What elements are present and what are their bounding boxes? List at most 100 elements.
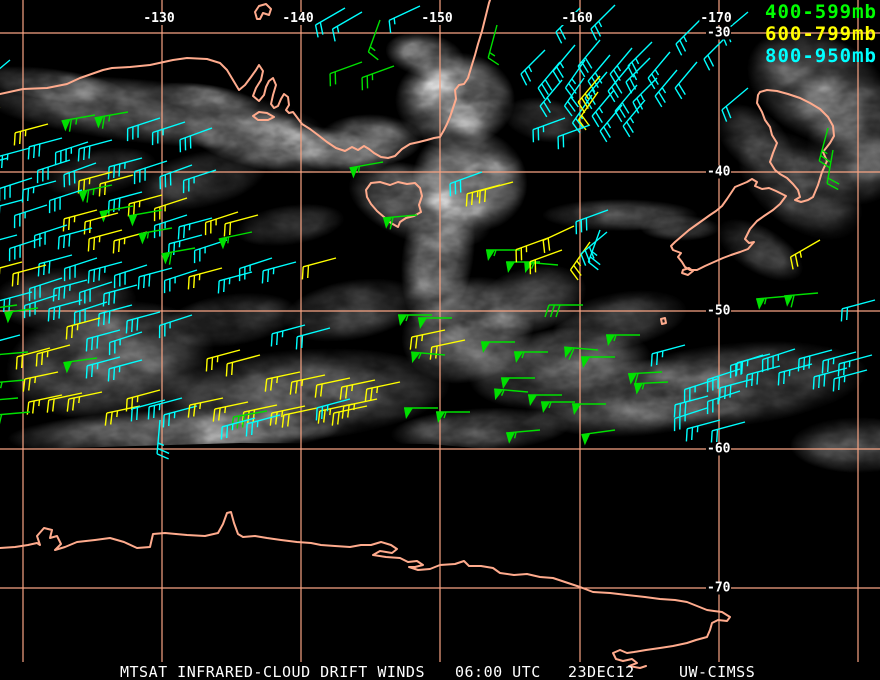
cloud-blob: [552, 290, 688, 350]
wind-barb-c: [314, 7, 346, 38]
wind-barb-c: [179, 127, 213, 153]
wind-barb-c: [8, 237, 43, 262]
wind-barb-g: [581, 429, 616, 446]
wind-barb-g: [63, 357, 98, 374]
wind-barb-y: [281, 407, 318, 428]
wind-barb-c: [245, 414, 281, 437]
wind-barb-y: [87, 229, 123, 252]
wind-barb-y: [66, 391, 103, 412]
wind-barb-c: [539, 79, 563, 118]
wind-barb-c: [159, 164, 193, 190]
wind-barb-g: [404, 407, 438, 419]
wind-barb-y: [15, 347, 51, 370]
wind-barb-y: [409, 329, 446, 350]
wind-barb-c: [587, 229, 601, 271]
cloud-blob: [133, 149, 267, 211]
wind-barb-c: [177, 217, 213, 240]
wind-barb-g: [0, 351, 29, 367]
wind-barb-g: [349, 161, 384, 179]
wind-barb-c: [48, 189, 83, 214]
wind-barb-c: [113, 264, 148, 289]
wind-barb-g: [541, 401, 575, 413]
cloud-blob: [473, 264, 587, 336]
wind-barb-c: [532, 117, 566, 143]
wind-barb-c: [97, 304, 133, 327]
wind-barb-y: [789, 239, 821, 270]
coastline-kangaroo-island: [252, 111, 275, 121]
wind-barb-c: [599, 104, 623, 143]
wind-barb-g: [128, 209, 163, 227]
lon-label: -130: [142, 11, 176, 26]
wind-barb-c: [217, 271, 253, 294]
wind-barb-c: [777, 363, 813, 386]
wind-barb-g: [411, 351, 446, 364]
wind-barb-c: [0, 59, 11, 83]
wind-barb-g: [436, 411, 470, 423]
wind-barb-y: [187, 397, 224, 418]
wind-barb-y: [223, 214, 259, 237]
wind-barb-y: [289, 374, 326, 395]
coastline-antarctica: [0, 511, 731, 669]
wind-barb-c: [591, 89, 615, 128]
wind-barb-c: [575, 209, 609, 235]
cloud-blob: [716, 218, 804, 282]
wind-barb-c: [654, 69, 678, 108]
wind-barb-c: [449, 171, 483, 197]
wind-barb-y: [187, 267, 223, 290]
cloud-blob: [318, 114, 422, 166]
wind-barb-c: [0, 234, 18, 245]
wind-barb-g: [528, 394, 562, 406]
wind-barb-c: [63, 162, 97, 188]
wind-barb-c: [85, 356, 121, 379]
wind-barb-y: [577, 91, 599, 131]
wind-barb-y: [22, 371, 59, 392]
legend-item: 800-950mb: [765, 45, 877, 67]
wind-barb-c: [706, 390, 741, 415]
graticule: [0, 0, 880, 662]
coastline-nz-north-island: [756, 89, 835, 203]
wind-barb-y: [314, 377, 351, 398]
coastlines: [0, 0, 835, 669]
wind-barb-g: [0, 411, 31, 427]
wind-barb-c: [137, 267, 173, 290]
wind-barb-y: [331, 405, 368, 426]
wind-barb-y: [83, 212, 119, 235]
coastline-stewart-island: [681, 267, 694, 276]
wind-barb-g: [784, 292, 819, 308]
wind-barb-c: [77, 139, 113, 162]
wind-barb-c: [162, 405, 198, 428]
wind-barb-c: [683, 378, 718, 403]
wind-barb-c: [73, 301, 108, 326]
wind-barb-c: [557, 124, 591, 150]
pressure-level-legend: 400-599mb 600-799mb 800-950mb: [765, 1, 877, 67]
wind-barb-c: [78, 281, 113, 306]
cloud-blob: [716, 103, 794, 177]
wind-barb-y: [62, 209, 98, 232]
wind-barb-c: [331, 11, 363, 42]
wind-barb-g: [634, 381, 669, 395]
wind-barb-g: [361, 65, 395, 91]
wind-barb-y: [65, 317, 101, 340]
wind-barb-g: [544, 304, 583, 318]
cloud-blob: [235, 203, 345, 247]
cloud-blob: [282, 278, 422, 342]
wind-barb-g: [4, 307, 39, 324]
wind-barb-y: [35, 344, 71, 367]
wind-barb-c: [520, 49, 546, 86]
wind-barb-g: [514, 351, 548, 363]
wind-barb-g: [606, 334, 640, 346]
wind-barb-c: [650, 344, 686, 367]
wind-barb-g: [826, 149, 840, 191]
wind-barb-g: [94, 111, 129, 129]
wind-barb-c: [607, 64, 631, 103]
wind-barb-c: [270, 324, 306, 347]
wind-barb-y: [13, 123, 49, 146]
wind-barb-c: [261, 261, 297, 284]
wind-barb-y: [0, 261, 23, 275]
wind-barb-y: [364, 381, 401, 402]
wind-barb-y: [212, 401, 249, 422]
wind-barb-c: [840, 299, 876, 322]
wind-barb-c: [821, 351, 857, 374]
wind-barb-c: [315, 398, 351, 421]
cloud-blob: [385, 32, 465, 78]
